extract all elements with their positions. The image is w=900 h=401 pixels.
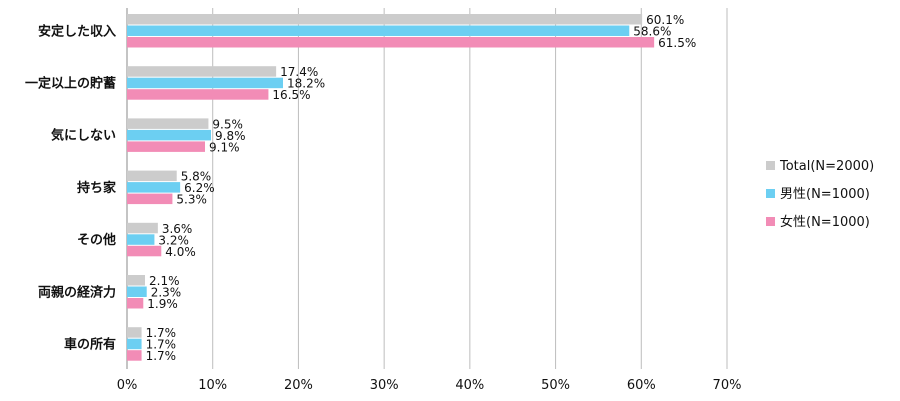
legend-swatch: [766, 189, 775, 198]
data-label: 3.2%: [158, 233, 189, 247]
legend-label: 男性(N=1000): [780, 187, 870, 202]
bars: [127, 14, 655, 361]
bar: [127, 118, 209, 129]
bar: [127, 66, 277, 77]
x-axis-tick-labels: 0% 10% 20% 30% 40% 50% 60% 70%: [117, 378, 742, 393]
bar: [127, 245, 162, 257]
data-label: 18.2%: [287, 77, 325, 91]
data-label: 1.9%: [147, 297, 178, 311]
data-label: 2.1%: [149, 274, 180, 288]
bar: [127, 37, 655, 48]
category-label: 持ち家: [77, 180, 117, 196]
data-label: 9.5%: [212, 117, 243, 131]
data-label: 9.8%: [215, 129, 246, 143]
grid-lines: [126, 8, 728, 369]
legend-swatch: [766, 217, 775, 226]
bar: [127, 182, 181, 193]
data-label: 6.2%: [184, 181, 215, 195]
legend-label: 女性(N=1000): [780, 214, 870, 230]
bar: [127, 286, 147, 297]
category-label: 一定以上の貯蓄: [25, 75, 116, 91]
x-tick-label: 60%: [627, 378, 656, 393]
data-label: 58.6%: [633, 25, 671, 39]
data-label: 1.7%: [146, 349, 177, 363]
bar: [127, 222, 158, 234]
bar: [127, 193, 173, 205]
bar: [127, 234, 155, 245]
bar: [127, 77, 283, 89]
bar: [127, 327, 142, 338]
data-label: 1.7%: [146, 338, 177, 352]
legend-label: Total(N=2000): [779, 159, 874, 174]
x-tick-label: 10%: [198, 378, 227, 393]
bar: [127, 129, 211, 141]
data-label: 9.1%: [209, 140, 240, 154]
value-labels: 60.1%58.6%61.5% 17.4%18.2%16.5% 9.5%9.8%9.…: [146, 13, 697, 363]
bar: [127, 25, 630, 36]
bar: [127, 298, 144, 309]
data-label: 4.0%: [165, 245, 196, 259]
legend-swatch: [766, 161, 775, 170]
bar: [127, 275, 145, 286]
x-tick-label: 30%: [370, 378, 399, 393]
bar: [127, 89, 269, 100]
x-tick-label: 40%: [455, 378, 484, 393]
data-label: 5.8%: [181, 170, 212, 184]
x-tick-label: 50%: [541, 378, 570, 393]
data-label: 17.4%: [280, 65, 318, 79]
bar: [127, 350, 142, 361]
data-label: 3.6%: [162, 222, 193, 236]
data-label: 1.7%: [146, 326, 177, 340]
category-label: 両親の経済力: [38, 284, 116, 300]
legend: Total(N=2000) 男性(N=1000) 女性(N=1000): [766, 159, 874, 230]
data-label: 2.3%: [151, 286, 182, 300]
data-label: 16.5%: [272, 88, 310, 102]
x-tick-label: 70%: [713, 378, 742, 393]
category-label: 車の所有: [64, 336, 116, 352]
bar: [127, 14, 643, 25]
category-label: 安定した収入: [38, 23, 116, 39]
category-label: その他: [77, 232, 116, 248]
data-label: 60.1%: [646, 13, 684, 27]
category-label: 気にしない: [51, 128, 116, 144]
x-tick-label: 20%: [284, 378, 313, 393]
bar: [127, 170, 177, 182]
x-tick-label: 0%: [117, 378, 138, 393]
data-label: 5.3%: [176, 193, 207, 207]
bar: [127, 141, 205, 152]
data-label: 61.5%: [658, 36, 696, 50]
bar: [127, 338, 142, 350]
